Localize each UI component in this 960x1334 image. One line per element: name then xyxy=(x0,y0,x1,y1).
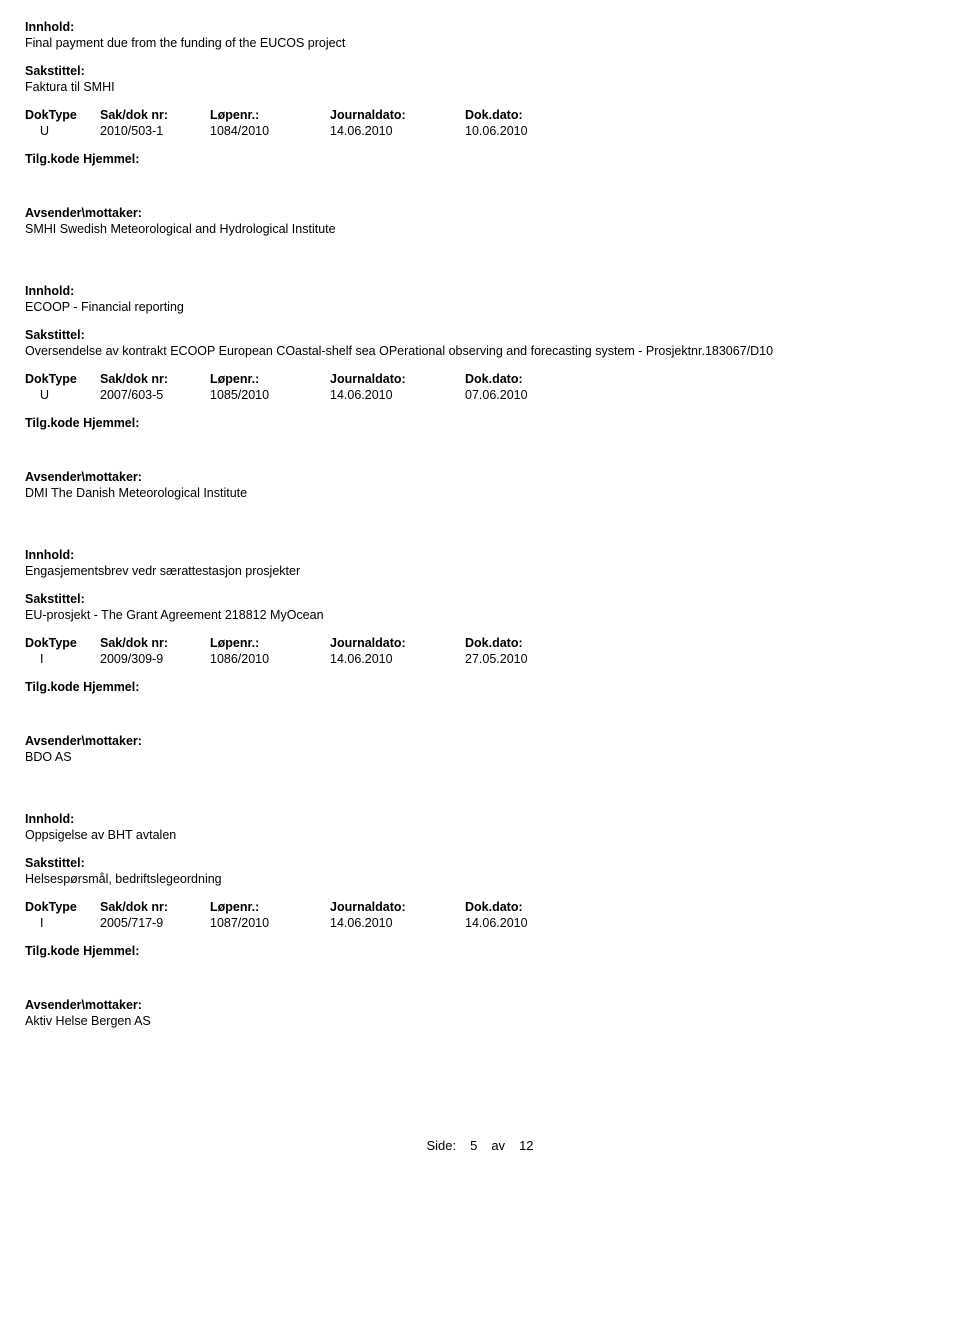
dokdato-value: 27.05.2010 xyxy=(465,652,585,666)
avsender-value: SMHI Swedish Meteorological and Hydrolog… xyxy=(25,222,935,236)
avsender-label: Avsender\mottaker: xyxy=(25,734,935,748)
avsender-block: Avsender\mottaker: DMI The Danish Meteor… xyxy=(25,470,935,500)
doktype-header: DokType xyxy=(25,108,100,122)
sakstittel-label: Sakstittel: xyxy=(25,592,935,606)
tilg-row: Tilg.kode Hjemmel: xyxy=(25,680,935,694)
sakstittel-label: Sakstittel: xyxy=(25,328,935,342)
saknr-header: Sak/dok nr: xyxy=(100,372,210,386)
dokdato-header: Dok.dato: xyxy=(465,636,585,650)
record-header-row: DokType Sak/dok nr: Løpenr.: Journaldato… xyxy=(25,108,935,122)
journaldato-header: Journaldato: xyxy=(330,372,465,386)
record-value-row: I 2009/309-9 1086/2010 14.06.2010 27.05.… xyxy=(25,652,935,666)
saknr-value: 2005/717-9 xyxy=(100,916,210,930)
page-footer: Side: 5 av 12 xyxy=(25,1138,935,1153)
journaldato-header: Journaldato: xyxy=(330,108,465,122)
hjemmel-label: Hjemmel: xyxy=(83,944,139,958)
avsender-value: Aktiv Helse Bergen AS xyxy=(25,1014,935,1028)
hjemmel-label: Hjemmel: xyxy=(83,680,139,694)
journaldato-header: Journaldato: xyxy=(330,900,465,914)
record-header-row: DokType Sak/dok nr: Løpenr.: Journaldato… xyxy=(25,372,935,386)
avsender-block: Avsender\mottaker: Aktiv Helse Bergen AS xyxy=(25,998,935,1028)
journal-record: Innhold: Oppsigelse av BHT avtalen Sakst… xyxy=(25,812,935,1028)
sakstittel-value: Oversendelse av kontrakt ECOOP European … xyxy=(25,344,935,358)
doktype-value: I xyxy=(25,916,100,930)
avsender-value: DMI The Danish Meteorological Institute xyxy=(25,486,935,500)
journaldato-value: 14.06.2010 xyxy=(330,388,465,402)
lopenr-header: Løpenr.: xyxy=(210,900,330,914)
innhold-label: Innhold: xyxy=(25,812,935,826)
tilg-row: Tilg.kode Hjemmel: xyxy=(25,416,935,430)
journaldato-value: 14.06.2010 xyxy=(330,652,465,666)
doktype-value: U xyxy=(25,388,100,402)
saknr-value: 2009/309-9 xyxy=(100,652,210,666)
journal-record: Innhold: Engasjementsbrev vedr særattest… xyxy=(25,548,935,764)
tilg-row: Tilg.kode Hjemmel: xyxy=(25,152,935,166)
sakstittel-value: Faktura til SMHI xyxy=(25,80,935,94)
dokdato-header: Dok.dato: xyxy=(465,372,585,386)
lopenr-value: 1084/2010 xyxy=(210,124,330,138)
record-value-row: I 2005/717-9 1087/2010 14.06.2010 14.06.… xyxy=(25,916,935,930)
avsender-label: Avsender\mottaker: xyxy=(25,998,935,1012)
doktype-value: U xyxy=(25,124,100,138)
journaldato-value: 14.06.2010 xyxy=(330,124,465,138)
sakstittel-value: EU-prosjekt - The Grant Agreement 218812… xyxy=(25,608,935,622)
innhold-label: Innhold: xyxy=(25,20,935,34)
tilgkode-label: Tilg.kode xyxy=(25,152,80,166)
tilgkode-label: Tilg.kode xyxy=(25,944,80,958)
tilgkode-label: Tilg.kode xyxy=(25,416,80,430)
avsender-label: Avsender\mottaker: xyxy=(25,206,935,220)
dokdato-value: 10.06.2010 xyxy=(465,124,585,138)
footer-page-num: 5 xyxy=(470,1138,477,1153)
footer-av-label: av xyxy=(491,1138,505,1153)
record-value-row: U 2010/503-1 1084/2010 14.06.2010 10.06.… xyxy=(25,124,935,138)
lopenr-header: Løpenr.: xyxy=(210,372,330,386)
doktype-header: DokType xyxy=(25,636,100,650)
footer-total: 12 xyxy=(519,1138,533,1153)
saknr-value: 2010/503-1 xyxy=(100,124,210,138)
hjemmel-label: Hjemmel: xyxy=(83,152,139,166)
innhold-value: Oppsigelse av BHT avtalen xyxy=(25,828,935,842)
innhold-value: Final payment due from the funding of th… xyxy=(25,36,935,50)
saknr-header: Sak/dok nr: xyxy=(100,108,210,122)
journaldato-header: Journaldato: xyxy=(330,636,465,650)
lopenr-value: 1085/2010 xyxy=(210,388,330,402)
doktype-header: DokType xyxy=(25,900,100,914)
saknr-header: Sak/dok nr: xyxy=(100,900,210,914)
hjemmel-label: Hjemmel: xyxy=(83,416,139,430)
saknr-header: Sak/dok nr: xyxy=(100,636,210,650)
dokdato-header: Dok.dato: xyxy=(465,108,585,122)
record-value-row: U 2007/603-5 1085/2010 14.06.2010 07.06.… xyxy=(25,388,935,402)
journal-record: Innhold: Final payment due from the fund… xyxy=(25,20,935,236)
doktype-value: I xyxy=(25,652,100,666)
doktype-header: DokType xyxy=(25,372,100,386)
avsender-label: Avsender\mottaker: xyxy=(25,470,935,484)
innhold-label: Innhold: xyxy=(25,548,935,562)
footer-side-label: Side: xyxy=(426,1138,456,1153)
dokdato-value: 07.06.2010 xyxy=(465,388,585,402)
avsender-block: Avsender\mottaker: BDO AS xyxy=(25,734,935,764)
record-header-row: DokType Sak/dok nr: Løpenr.: Journaldato… xyxy=(25,900,935,914)
innhold-label: Innhold: xyxy=(25,284,935,298)
dokdato-value: 14.06.2010 xyxy=(465,916,585,930)
sakstittel-value: Helsespørsmål, bedriftslegeordning xyxy=(25,872,935,886)
innhold-value: ECOOP - Financial reporting xyxy=(25,300,935,314)
lopenr-header: Løpenr.: xyxy=(210,636,330,650)
lopenr-value: 1087/2010 xyxy=(210,916,330,930)
dokdato-header: Dok.dato: xyxy=(465,900,585,914)
tilgkode-label: Tilg.kode xyxy=(25,680,80,694)
avsender-block: Avsender\mottaker: SMHI Swedish Meteorol… xyxy=(25,206,935,236)
innhold-value: Engasjementsbrev vedr særattestasjon pro… xyxy=(25,564,935,578)
sakstittel-label: Sakstittel: xyxy=(25,856,935,870)
lopenr-value: 1086/2010 xyxy=(210,652,330,666)
tilg-row: Tilg.kode Hjemmel: xyxy=(25,944,935,958)
journaldato-value: 14.06.2010 xyxy=(330,916,465,930)
record-header-row: DokType Sak/dok nr: Løpenr.: Journaldato… xyxy=(25,636,935,650)
avsender-value: BDO AS xyxy=(25,750,935,764)
journal-record: Innhold: ECOOP - Financial reporting Sak… xyxy=(25,284,935,500)
sakstittel-label: Sakstittel: xyxy=(25,64,935,78)
saknr-value: 2007/603-5 xyxy=(100,388,210,402)
lopenr-header: Løpenr.: xyxy=(210,108,330,122)
